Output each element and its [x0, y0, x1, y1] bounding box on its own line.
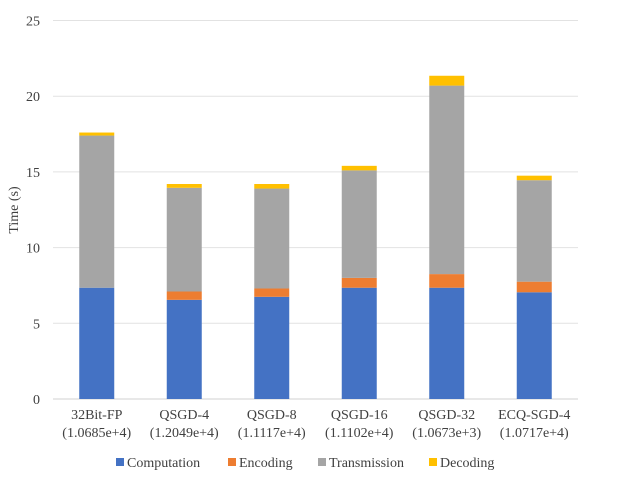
bar-segment-transmission [254, 188, 290, 289]
bar-segment-decoding [254, 184, 290, 189]
bars [79, 75, 552, 399]
bar-segment-decoding [79, 132, 115, 136]
bar-segment-transmission [166, 187, 202, 292]
y-tick-label: 0 [33, 393, 40, 408]
x-tick-label: (1.2049e+4) [150, 426, 219, 441]
y-axis-label: Time (s) [7, 186, 22, 234]
bar-segment-computation [341, 287, 377, 399]
legend-swatch-transmission [318, 458, 326, 466]
bar-segment-encoding [429, 274, 465, 288]
bar-segment-transmission [429, 85, 465, 275]
legend-label: Encoding [239, 456, 293, 471]
x-tick-label: (1.1102e+4) [325, 426, 394, 441]
bar-segment-encoding [166, 291, 202, 300]
y-tick-label: 20 [26, 90, 40, 105]
y-tick-label: 15 [26, 166, 40, 181]
legend-swatch-computation [116, 458, 124, 466]
x-tick-label: QSGD-8 [247, 408, 297, 423]
bar-segment-transmission [341, 170, 377, 278]
bar-segment-decoding [516, 175, 552, 181]
gridlines [53, 20, 578, 400]
bar-segment-transmission [516, 180, 552, 282]
x-tick-label: QSGD-16 [331, 408, 388, 423]
x-tick-label: 32Bit-FP [71, 408, 123, 423]
legend-label: Transmission [329, 456, 404, 471]
bar-segment-encoding [516, 281, 552, 293]
x-tick-label: (1.0685e+4) [62, 426, 131, 441]
legend-swatch-decoding [429, 458, 437, 466]
x-tick-label: ECQ-SGD-4 [498, 408, 570, 423]
legend-label: Decoding [440, 456, 494, 471]
bar-segment-computation [429, 287, 465, 399]
bar-segment-encoding [341, 277, 377, 288]
bar-segment-transmission [79, 135, 115, 288]
x-tick-label: (1.1117e+4) [238, 426, 306, 441]
bar-segment-computation [79, 287, 115, 399]
x-tick-label: QSGD-32 [418, 408, 475, 423]
y-tick-label: 10 [26, 242, 40, 257]
y-axis-ticks: 0 5 10 15 20 25 [26, 15, 40, 409]
bar-segment-decoding [341, 165, 377, 171]
bar-segment-decoding [429, 75, 465, 86]
legend-label: Computation [127, 456, 200, 471]
y-tick-label: 25 [26, 15, 40, 30]
legend-swatch-encoding [228, 458, 236, 466]
bar-segment-encoding [254, 288, 290, 297]
bar-segment-computation [254, 296, 290, 399]
x-tick-label: (1.0717e+4) [500, 426, 569, 441]
bar-segment-computation [166, 299, 202, 399]
y-tick-label: 5 [33, 317, 40, 332]
x-tick-label: (1.0673e+3) [412, 426, 481, 441]
x-tick-label: QSGD-4 [159, 408, 209, 423]
bar-segment-computation [516, 292, 552, 399]
bar-segment-decoding [166, 184, 202, 188]
legend: Computation Encoding Transmission Decoding [116, 456, 494, 471]
x-axis-ticks: 32Bit-FP (1.0685e+4) QSGD-4 (1.2049e+4) QSGD… [62, 408, 570, 441]
